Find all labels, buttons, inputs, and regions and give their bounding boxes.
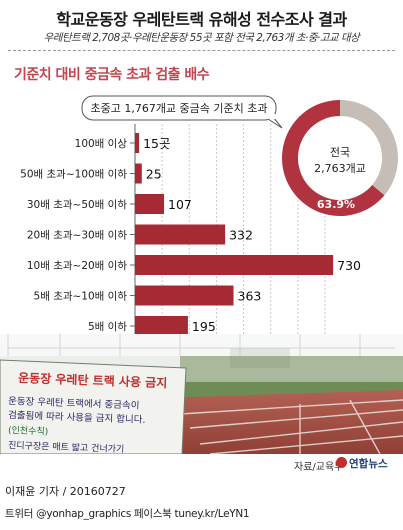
value-label: 730 bbox=[337, 258, 361, 273]
source-label: 자료/교육부 bbox=[294, 462, 344, 473]
logo-text: 연합뉴스 bbox=[349, 458, 388, 470]
logo-icon bbox=[336, 457, 347, 468]
section-title: 기준치 대비 중금속 초과 검출 배수 bbox=[14, 67, 210, 83]
category-label: 10배 초과~20배 이하 bbox=[27, 259, 127, 272]
category-label: 50배 초과~100배 이하 bbox=[20, 168, 127, 181]
category-label: 100배 이상 bbox=[75, 138, 128, 150]
bar bbox=[135, 224, 226, 245]
category-label: 5배 초과~10배 이하 bbox=[34, 290, 128, 303]
category-label: 5배 이하 bbox=[88, 320, 127, 333]
category-label: 20배 초과~30배 이하 bbox=[27, 229, 127, 242]
bar bbox=[135, 194, 165, 214]
agency-logo: 연합뉴스 bbox=[336, 456, 388, 471]
bars bbox=[135, 133, 334, 334]
sign-line-2: 검출됨에 따라 사용을 금지 합니다. bbox=[8, 409, 146, 426]
sign-line-1: 운동장 우레탄 트랙에서 중금속이 bbox=[8, 396, 140, 412]
donut-hole bbox=[298, 116, 382, 200]
footer bbox=[0, 454, 403, 530]
callout-text: 초중고 1,767개교 중금속 기준치 초과 bbox=[90, 102, 267, 115]
value-label: 15곳 bbox=[143, 136, 170, 151]
bar bbox=[135, 285, 234, 306]
donut-percent-label: 63.9% bbox=[317, 198, 355, 211]
page-title: 학교운동장 우레탄트랙 유해성 전수조사 결과 bbox=[56, 10, 347, 29]
value-labels: 15곳 25 107 332 730 363 195 bbox=[143, 136, 361, 334]
value-label: 363 bbox=[238, 289, 262, 304]
value-label: 107 bbox=[168, 197, 192, 212]
donut-chart: 전국 2,763개교 63.9% bbox=[282, 100, 399, 216]
donut-center-label-2: 2,763개교 bbox=[314, 162, 366, 175]
byline: 이재윤 기자 / 20160727 bbox=[5, 485, 126, 498]
value-label: 332 bbox=[229, 228, 253, 243]
value-label: 195 bbox=[192, 319, 216, 334]
bar-chart: 100배 이상 50배 초과~100배 이하 30배 초과~50배 이하 20배 초과… bbox=[20, 95, 399, 334]
bar bbox=[135, 163, 142, 184]
bar bbox=[135, 133, 140, 153]
callout-bubble: 초중고 1,767개교 중금속 기준치 초과 bbox=[81, 95, 283, 129]
category-label: 30배 초과~50배 이하 bbox=[27, 198, 127, 211]
divider bbox=[8, 50, 395, 51]
bar bbox=[135, 316, 188, 334]
sign-line-4: 진디구장은 매트 밟고 건너가기 bbox=[8, 440, 125, 454]
category-labels: 100배 이상 50배 초과~100배 이하 30배 초과~50배 이하 20배 초과… bbox=[20, 138, 127, 333]
sign-title: 운동장 우레탄 트랙 사용 금지 bbox=[18, 370, 168, 390]
page-subtitle: 우레탄트랙 2,708곳·우레탄운동장 55곳 포함 전국 2,763개 초·중… bbox=[43, 32, 360, 44]
value-label: 25 bbox=[146, 167, 162, 182]
sns-info: 트위터 @yonhap_graphics 페이스북 tuney.kr/LeYN1 bbox=[5, 508, 250, 520]
warning-sign: 운동장 우레탄 트랙 사용 금지 운동장 우레탄 트랙에서 중금속이 검출됨에 … bbox=[0, 359, 187, 454]
bar bbox=[135, 255, 334, 275]
track-photo: 운동장 우레탄 트랙 사용 금지 운동장 우레탄 트랙에서 중금속이 검출됨에 … bbox=[0, 334, 403, 454]
donut-center-label-1: 전국 bbox=[330, 146, 350, 159]
sign-line-3: (인천수칙) bbox=[8, 425, 49, 437]
